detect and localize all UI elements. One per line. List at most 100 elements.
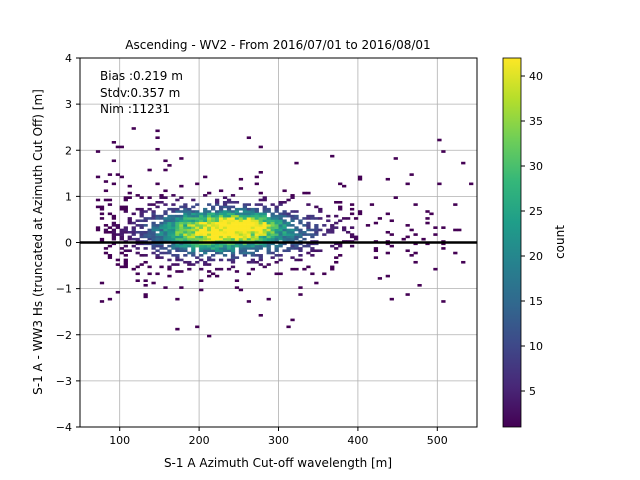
heatmap-bin <box>425 221 430 225</box>
heatmap-bin <box>389 244 394 248</box>
heatmap-bin <box>175 242 180 246</box>
heatmap-bin <box>123 265 128 269</box>
heatmap-bin <box>226 205 232 209</box>
y-tick-label: 4 <box>65 52 72 65</box>
heatmap-bin <box>95 228 101 232</box>
heatmap-bin <box>254 182 259 186</box>
heatmap-bin <box>270 221 275 225</box>
heatmap-bin <box>234 200 240 204</box>
heatmap-bin <box>159 265 164 269</box>
heatmap-bin <box>143 247 148 250</box>
heatmap-bin <box>211 221 216 225</box>
heatmap-bin <box>413 260 418 264</box>
heatmap-bin <box>199 224 204 227</box>
heatmap-bin <box>195 224 200 227</box>
heatmap-bin <box>254 237 259 241</box>
heatmap-bin <box>258 226 263 229</box>
heatmap-bin <box>242 249 248 253</box>
heatmap-bin <box>159 233 164 236</box>
heatmap-bin <box>139 226 144 229</box>
heatmap-bin <box>385 230 390 234</box>
heatmap-bin <box>453 228 458 232</box>
heatmap-bin <box>143 295 148 299</box>
heatmap-bin <box>159 200 164 204</box>
heatmap-bin <box>310 254 315 257</box>
heatmap-bin <box>155 224 160 227</box>
heatmap-bin <box>191 244 196 248</box>
heatmap-bin <box>270 217 275 220</box>
heatmap-bin <box>179 157 184 160</box>
heatmap-bin <box>187 207 192 211</box>
heatmap-bin <box>405 249 410 253</box>
heatmap-bin <box>183 207 188 211</box>
heatmap-bin <box>163 189 168 193</box>
heatmap-bin <box>167 258 172 262</box>
heatmap-bin <box>278 242 283 246</box>
heatmap-bin <box>211 226 216 229</box>
heatmap-bin <box>310 249 315 253</box>
heatmap-bin <box>282 210 287 213</box>
heatmap-bin <box>230 200 236 204</box>
heatmap-bin <box>183 233 188 236</box>
heatmap-bin <box>195 325 200 329</box>
heatmap-bin <box>338 219 343 223</box>
heatmap-bin <box>246 224 252 227</box>
heatmap-bin <box>123 205 128 209</box>
heatmap-bin <box>199 226 204 229</box>
heatmap-bin <box>282 189 287 193</box>
heatmap-bin <box>258 237 263 241</box>
heatmap-bin <box>163 226 168 229</box>
heatmap-bin <box>159 228 164 232</box>
heatmap-bin <box>254 235 259 239</box>
heatmap-bin <box>338 254 343 257</box>
heatmap-bin <box>246 212 252 216</box>
heatmap-bin <box>234 256 240 259</box>
y-tick-label: −3 <box>56 375 72 388</box>
heatmap-bin <box>250 221 255 225</box>
heatmap-bin <box>294 235 299 239</box>
heatmap-bin <box>159 224 164 227</box>
heatmap-bin <box>203 175 208 179</box>
heatmap-bin <box>290 194 295 197</box>
heatmap-bin <box>218 237 224 241</box>
heatmap-bin <box>230 217 236 220</box>
heatmap-bin <box>254 228 259 232</box>
heatmap-bin <box>191 224 196 227</box>
heatmap-bin <box>214 274 220 278</box>
heatmap-bin <box>167 226 172 229</box>
heatmap-bin <box>163 230 168 234</box>
heatmap-bin <box>242 228 248 232</box>
heatmap-bin <box>338 182 343 186</box>
heatmap-bin <box>218 217 224 220</box>
heatmap-bin <box>338 200 343 204</box>
heatmap-bin <box>274 207 279 211</box>
heatmap-bin <box>214 217 220 220</box>
heatmap-bin <box>250 258 255 262</box>
heatmap-bin <box>290 247 295 250</box>
heatmap-bin <box>326 219 331 223</box>
heatmap-bin <box>214 198 220 202</box>
heatmap-bin <box>107 173 113 176</box>
heatmap-bin <box>143 254 148 257</box>
heatmap-bin <box>334 200 339 204</box>
heatmap-bin <box>139 219 144 223</box>
heatmap-bin <box>258 258 263 262</box>
heatmap-bin <box>183 214 188 218</box>
heatmap-bin <box>183 224 188 227</box>
heatmap-bin <box>238 233 244 236</box>
heatmap-bin <box>191 212 196 216</box>
heatmap-bin <box>401 237 406 241</box>
heatmap-bin <box>258 256 263 259</box>
heatmap-bin <box>195 212 200 216</box>
heatmap-bin <box>222 214 228 218</box>
heatmap-bin <box>278 235 283 239</box>
heatmap-bin <box>274 244 279 248</box>
heatmap-bin <box>199 237 204 241</box>
heatmap-bin <box>175 270 180 273</box>
heatmap-bin <box>266 297 271 301</box>
heatmap-bin <box>199 288 204 292</box>
heatmap-bin <box>314 226 319 229</box>
heatmap-bin <box>222 249 228 253</box>
heatmap-bin <box>349 203 355 206</box>
heatmap-bin <box>159 226 164 229</box>
